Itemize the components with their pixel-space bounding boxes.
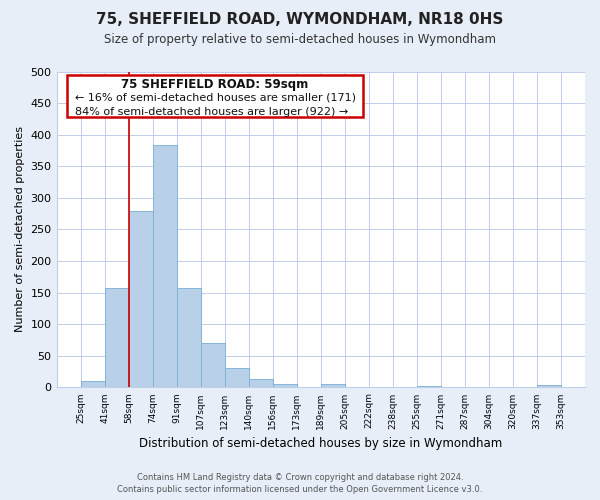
Text: 84% of semi-detached houses are larger (922) →: 84% of semi-detached houses are larger (… — [75, 107, 348, 117]
Bar — [176, 288, 200, 388]
Bar — [321, 384, 345, 388]
Text: Size of property relative to semi-detached houses in Wymondham: Size of property relative to semi-detach… — [104, 32, 496, 46]
Bar — [104, 288, 128, 388]
Bar — [200, 343, 224, 388]
Bar — [224, 368, 249, 388]
X-axis label: Distribution of semi-detached houses by size in Wymondham: Distribution of semi-detached houses by … — [139, 437, 502, 450]
Bar — [249, 379, 273, 388]
Bar — [80, 381, 104, 388]
Text: 75, SHEFFIELD ROAD, WYMONDHAM, NR18 0HS: 75, SHEFFIELD ROAD, WYMONDHAM, NR18 0HS — [97, 12, 503, 28]
Bar — [537, 385, 561, 388]
Bar — [273, 384, 297, 388]
Y-axis label: Number of semi-detached properties: Number of semi-detached properties — [15, 126, 25, 332]
Bar — [128, 210, 152, 388]
Bar — [152, 146, 176, 388]
Text: ← 16% of semi-detached houses are smaller (171): ← 16% of semi-detached houses are smalle… — [75, 93, 356, 103]
Text: 75 SHEFFIELD ROAD: 59sqm: 75 SHEFFIELD ROAD: 59sqm — [121, 78, 309, 91]
Text: Contains HM Land Registry data © Crown copyright and database right 2024.
Contai: Contains HM Land Registry data © Crown c… — [118, 472, 482, 494]
Bar — [417, 386, 441, 388]
FancyBboxPatch shape — [67, 74, 363, 118]
